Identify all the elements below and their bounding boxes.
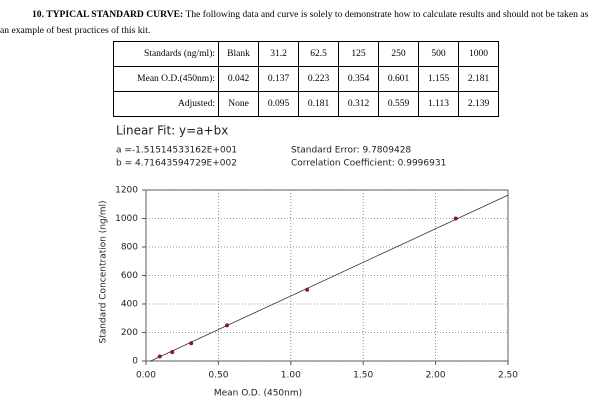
- x-tick-label: 2.50: [498, 371, 518, 381]
- x-tick-label: 0.50: [208, 371, 228, 381]
- cell: 250: [378, 41, 419, 67]
- row-label: Standards (ng/ml):: [113, 41, 219, 67]
- cell: None: [218, 91, 259, 117]
- data-point: [170, 350, 175, 355]
- cell: 0.137: [258, 66, 299, 92]
- annotation: a =-1.51514533162E+001: [116, 146, 237, 156]
- cell: 2.181: [458, 66, 499, 92]
- table-row: Mean O.D.(450nm): 0.042 0.137 0.223 0.354 0.6…: [113, 66, 499, 92]
- x-tick-label: 1.50: [353, 371, 373, 381]
- data-point: [224, 323, 229, 328]
- y-tick-label: 600: [121, 271, 138, 281]
- y-tick-label: 200: [121, 328, 138, 338]
- cell: 500: [418, 41, 459, 67]
- annotation: Correlation Coefficient: 0.9996931: [291, 159, 446, 169]
- data-point: [453, 216, 458, 221]
- annotation: Standard Error: 9.7809428: [291, 146, 411, 156]
- y-tick-label: 0: [132, 357, 138, 367]
- cell: 1.155: [418, 66, 459, 92]
- cell: 0.042: [218, 66, 259, 92]
- y-tick-label: 400: [121, 300, 138, 310]
- row-label: Adjusted:: [113, 91, 219, 117]
- cell: 0.559: [378, 91, 419, 117]
- cell: 0.095: [258, 91, 299, 117]
- standards-table: Standards (ng/ml): Blank 31.2 62.5 125 250 500…: [113, 41, 499, 117]
- x-tick-label: 1.00: [281, 371, 301, 381]
- heading-label: 10. TYPICAL STANDARD CURVE:: [32, 9, 184, 20]
- x-tick-label: 0.00: [136, 371, 156, 381]
- y-axis-label: Standard Concentration (ng/ml): [99, 200, 109, 343]
- x-axis-label: Mean O.D. (450nm): [214, 389, 302, 399]
- cell: 2.139: [458, 91, 499, 117]
- cell: 0.181: [298, 91, 339, 117]
- x-tick-label: 2.00: [426, 371, 446, 381]
- chart-title: Linear Fit: y=a+bx: [116, 124, 228, 138]
- cell: 1000: [458, 41, 499, 67]
- y-tick-label: 800: [121, 243, 138, 253]
- y-tick-label: 1200: [115, 186, 138, 196]
- fit-line: [150, 194, 509, 362]
- data-point: [157, 354, 162, 359]
- table-row: Adjusted: None 0.095 0.181 0.312 0.559 1.113 2.…: [113, 91, 499, 117]
- cell: 62.5: [298, 41, 339, 67]
- annotation: b = 4.71643594729E+002: [116, 159, 237, 169]
- data-point: [189, 341, 194, 346]
- cell: 0.354: [338, 66, 379, 92]
- y-tick-label: 1000: [115, 214, 138, 224]
- data-point: [305, 287, 310, 292]
- heading-text: The following data and curve is solely t…: [0, 9, 589, 36]
- heading: 10. TYPICAL STANDARD CURVE: The followin…: [0, 7, 596, 39]
- cell: 0.223: [298, 66, 339, 92]
- table-row: Standards (ng/ml): Blank 31.2 62.5 125 250 500…: [113, 41, 499, 67]
- cell: 0.601: [378, 66, 419, 92]
